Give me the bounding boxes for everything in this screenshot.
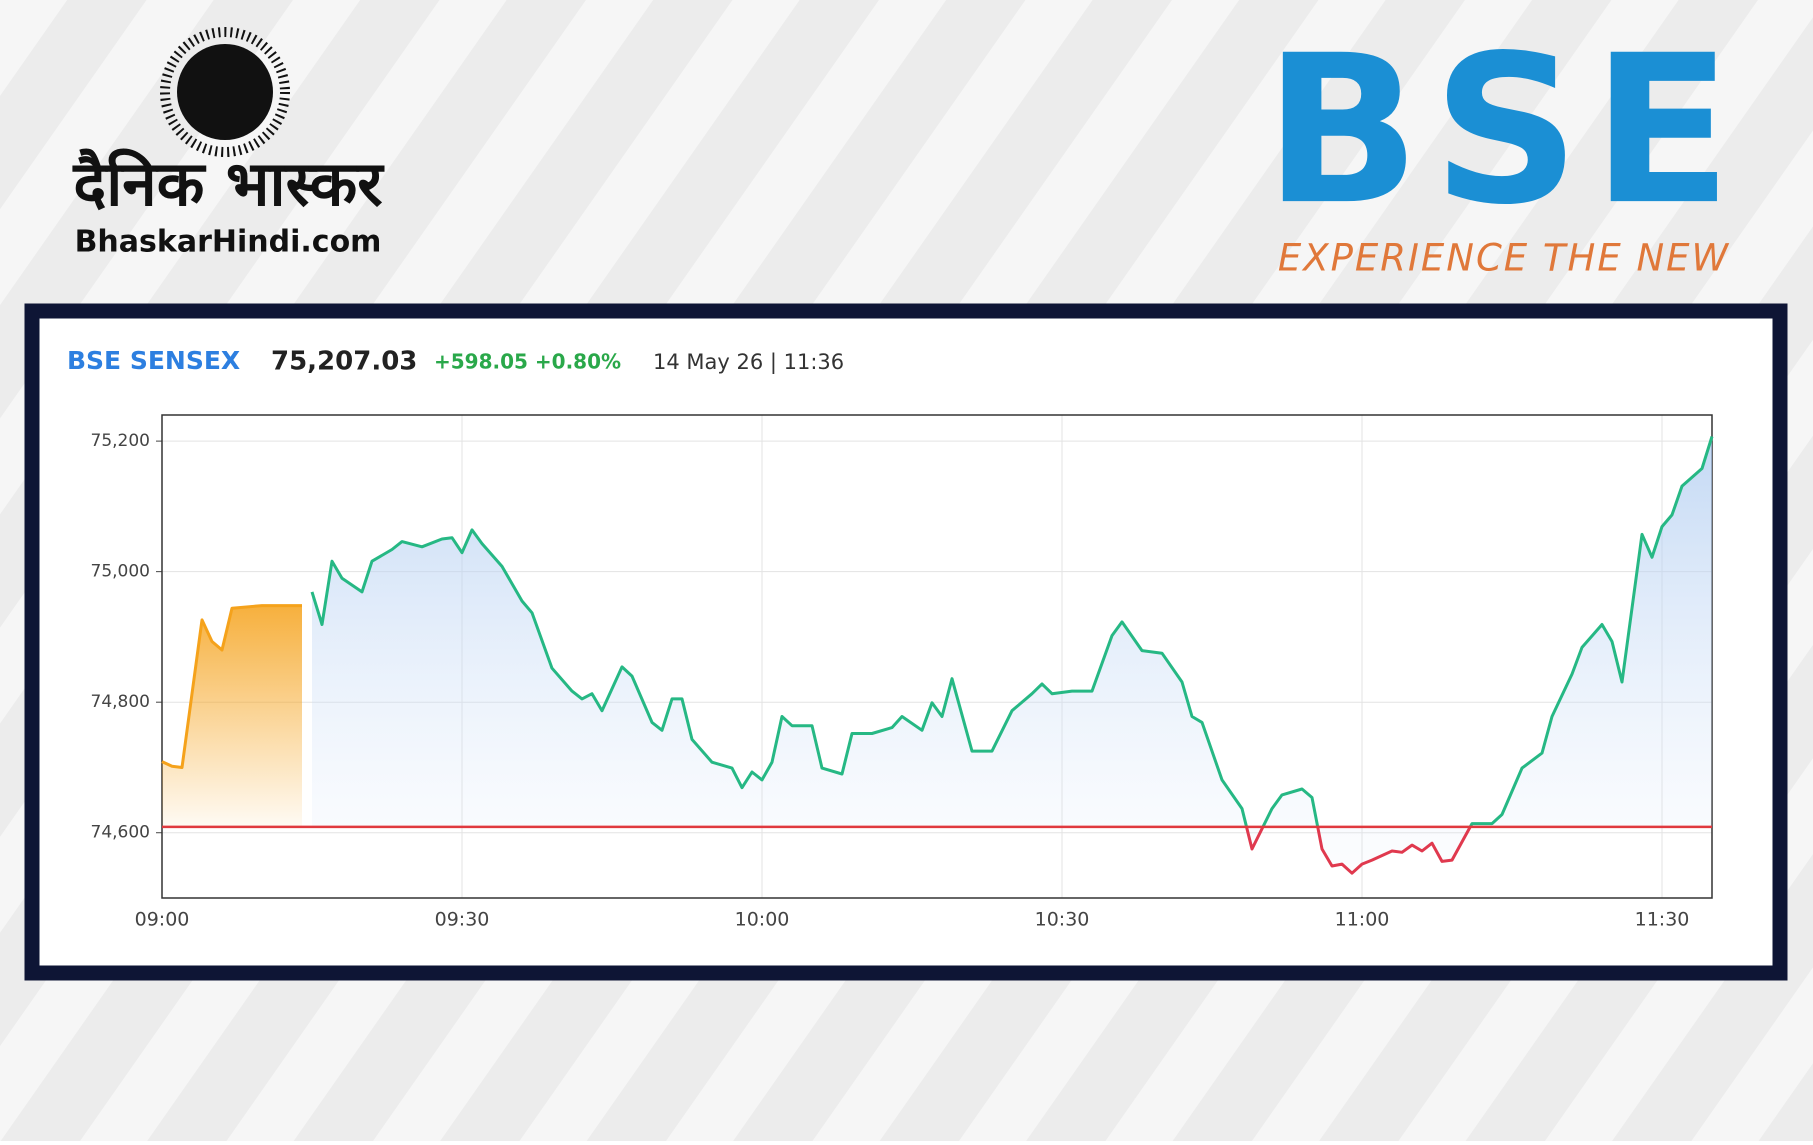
hindi-logo: दैनिक भास्कर xyxy=(72,147,385,220)
last-value: 75,207.03 xyxy=(271,347,417,377)
price-line xyxy=(161,604,302,769)
x-tick-label: 10:30 xyxy=(1035,909,1090,931)
x-tick-label: 11:30 xyxy=(1635,909,1690,931)
price-line xyxy=(310,436,1714,875)
site-name: BhaskarHindi.com xyxy=(75,225,382,260)
x-tick-label: 09:00 xyxy=(135,909,190,931)
bse-logo: BSE xyxy=(1264,12,1744,250)
y-tick-label: 75,000 xyxy=(91,562,150,582)
area-fill xyxy=(312,436,1712,874)
chart-title: BSE SENSEX xyxy=(67,346,240,375)
x-tick-label: 09:30 xyxy=(435,909,490,931)
sun-logo xyxy=(160,27,290,157)
bse-tagline: EXPERIENCE THE NEW xyxy=(1278,237,1730,280)
x-tick-label: 10:00 xyxy=(735,909,790,931)
x-tick-label: 11:00 xyxy=(1335,909,1390,931)
y-tick-label: 74,800 xyxy=(91,692,150,712)
timestamp: 14 May 26 | 11:36 xyxy=(653,350,844,375)
change: +598.05 +0.80% xyxy=(434,350,621,374)
y-tick-label: 74,600 xyxy=(91,823,150,843)
y-tick-label: 75,200 xyxy=(91,431,150,451)
